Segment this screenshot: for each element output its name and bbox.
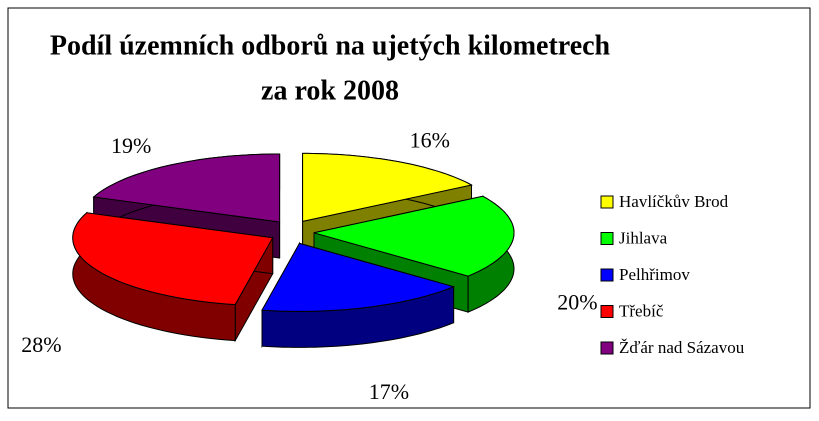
legend-label: Pelhřimov	[619, 265, 690, 284]
legend-label: Jihlava	[619, 228, 668, 247]
legend-swatch	[600, 305, 614, 318]
slice	[72, 212, 274, 306]
legend-swatch	[600, 232, 614, 245]
data-label: 17%	[369, 379, 409, 404]
data-label: 16%	[410, 128, 450, 153]
legend-swatch	[600, 268, 614, 282]
chart-title: za rok 2008	[261, 75, 399, 106]
legend-swatch	[600, 341, 614, 355]
legend-label: Havlíčkův Brod	[619, 192, 729, 211]
legend-label: Třebíč	[619, 301, 664, 320]
data-label: 28%	[21, 332, 61, 357]
slice	[302, 152, 473, 223]
legend-swatch	[600, 195, 614, 209]
legend-label: Žďár nad Sázavou	[619, 338, 745, 357]
slice	[313, 195, 515, 277]
slice	[92, 153, 281, 223]
chart-title: Podíl územních odborů na ujetých kilomet…	[50, 30, 611, 61]
data-label: 19%	[111, 133, 151, 158]
slice	[261, 242, 456, 312]
data-label: 20%	[557, 289, 597, 314]
